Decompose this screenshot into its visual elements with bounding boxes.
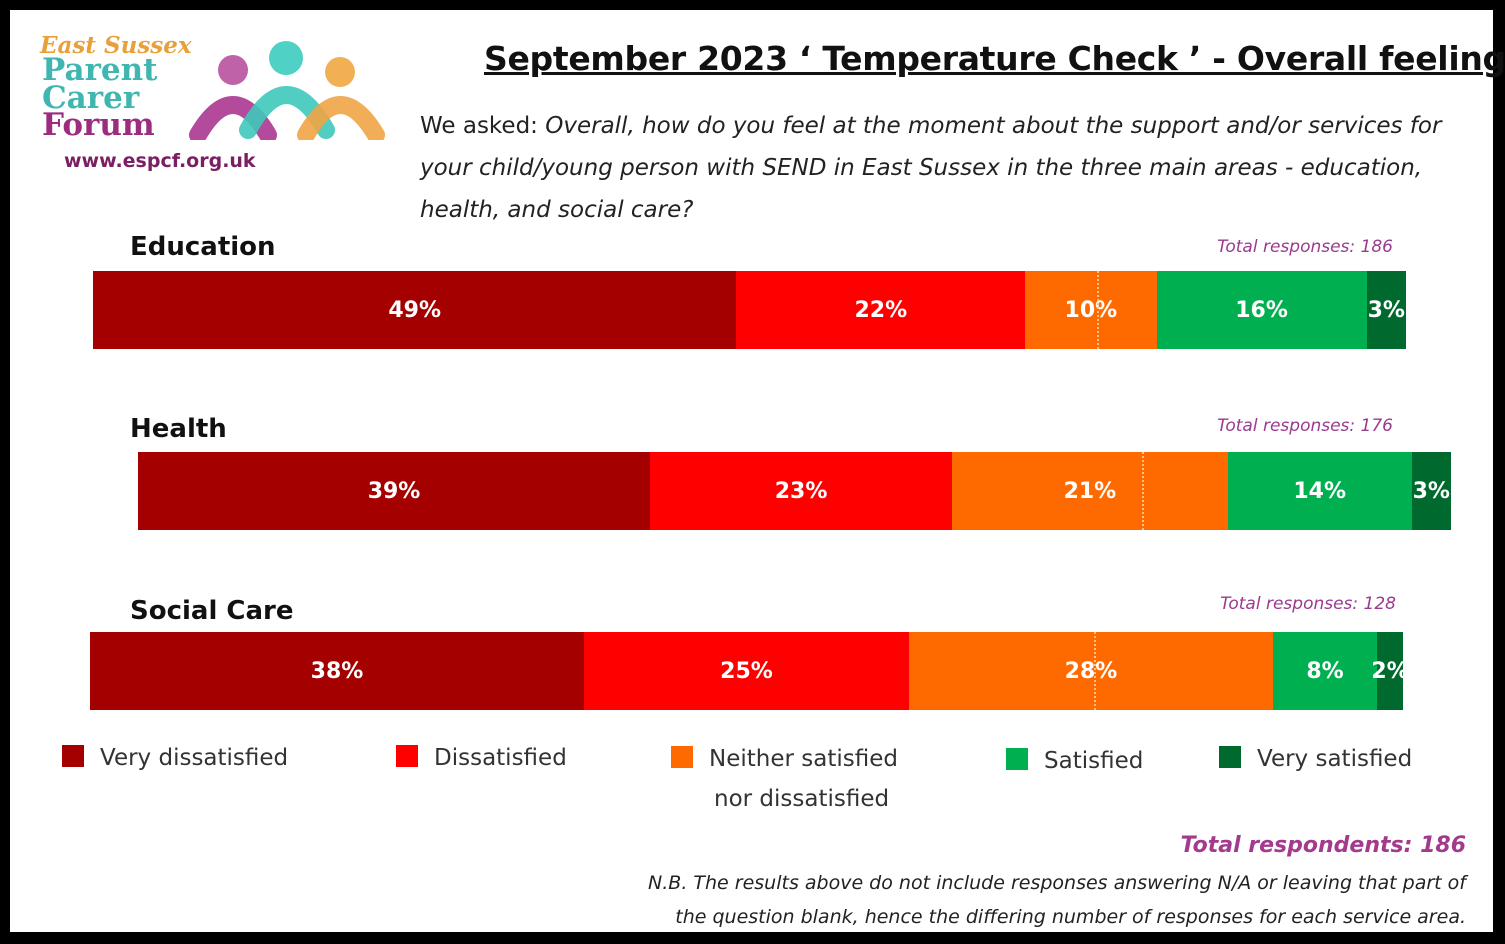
forum-logo: East Sussex Parent Carer Forum www.espcf…	[30, 32, 390, 182]
bar-segment-dissatisfied-health	[650, 452, 953, 530]
bar-education: 49% 22% 10% 16% 3%	[93, 271, 1406, 349]
data-label-very-dissatisfied-education: 49%	[388, 297, 442, 323]
legend-label: Very satisfied	[1257, 739, 1412, 779]
bar-segment-dissatisfied-education	[736, 271, 1026, 349]
data-label-very-dissatisfied-social-care: 38%	[310, 658, 364, 684]
total-responses-health: Total responses: 176	[1217, 416, 1393, 436]
legend-item-dissatisfied: Dissatisfied	[396, 738, 567, 778]
data-label-satisfied-social-care: 8%	[1306, 658, 1344, 684]
bar-segment-very-satisfied-health	[1411, 452, 1451, 530]
bar-segment-dissatisfied-social-care	[584, 632, 909, 710]
data-label-satisfied-health: 14%	[1293, 478, 1347, 504]
slide-frame: East Sussex Parent Carer Forum www.espcf…	[10, 10, 1505, 932]
bar-health: 39% 23% 21% 14% 3%	[138, 452, 1451, 530]
data-label-very-satisfied-education: 3%	[1367, 297, 1405, 323]
legend-swatch	[396, 745, 418, 767]
legend-label: Satisfied	[1044, 741, 1143, 781]
data-label-dissatisfied-education: 22%	[854, 297, 908, 323]
bar-segment-very-satisfied-social-care	[1377, 632, 1403, 710]
data-label-very-dissatisfied-health: 39%	[367, 478, 421, 504]
bar-segment-neither-satisfied-nor-dissatisfied-health	[952, 452, 1228, 530]
total-responses-social-care: Total responses: 128	[1220, 594, 1396, 614]
category-label-health: Health	[130, 414, 227, 444]
bar-segment-satisfied-education	[1156, 271, 1367, 349]
data-label-neither-satisfied-nor-dissatisfied-health: 21%	[1063, 478, 1117, 504]
data-label-dissatisfied-health: 23%	[774, 478, 828, 504]
bar-segment-satisfied-health	[1227, 452, 1412, 530]
legend-item-very-dissatisfied: Very dissatisfied	[62, 738, 288, 778]
footnote: N.B. The results above do not include re…	[648, 872, 1466, 928]
total-responses-education: Total responses: 186	[1217, 237, 1393, 257]
page-title: September 2023 ‘ Temperature Check ’ - O…	[484, 39, 1505, 78]
midpoint-line	[1097, 271, 1100, 349]
legend-label-line: Satisfied	[1044, 748, 1144, 774]
logo-east-sussex: East Sussex	[40, 32, 192, 59]
legend-label: Very dissatisfied	[100, 738, 288, 778]
question-body: Overall, how do you feel at the moment a…	[420, 113, 1442, 223]
bar-segment-very-dissatisfied-social-care	[90, 632, 584, 710]
logo-forum: Forum	[42, 107, 155, 143]
legend-label-line: Very dissatisfied	[100, 745, 289, 771]
bar-segment-neither-satisfied-nor-dissatisfied-education	[1025, 271, 1157, 349]
legend-item-very-satisfied: Very satisfied	[1219, 739, 1412, 779]
data-label-neither-satisfied-nor-dissatisfied-social-care: 28%	[1064, 658, 1118, 684]
bar-social-care: 38% 25% 28% 8% 2%	[90, 632, 1409, 710]
legend-label-line: Very satisfied	[1257, 746, 1413, 772]
bar-segment-satisfied-social-care	[1273, 632, 1377, 710]
bar-segment-very-dissatisfied-health	[138, 452, 651, 530]
legend-label: Neither satisfied nor dissatisfied	[709, 739, 898, 819]
bar-segment-very-dissatisfied-education	[93, 271, 737, 349]
data-label-very-satisfied-social-care: 2%	[1371, 658, 1409, 684]
question-prefix: We asked:	[420, 113, 546, 139]
legend-item-satisfied: Satisfied	[1006, 741, 1143, 781]
legend-swatch	[1006, 748, 1028, 770]
legend-swatch	[62, 745, 84, 767]
legend-label: Dissatisfied	[434, 738, 567, 778]
category-label-social-care: Social Care	[130, 596, 294, 626]
legend-label-line: Neither satisfied	[709, 746, 898, 772]
midpoint-line	[1094, 632, 1097, 710]
legend-swatch	[1219, 746, 1241, 768]
bar-segment-very-satisfied-education	[1366, 271, 1406, 349]
data-label-satisfied-education: 16%	[1235, 297, 1288, 323]
data-label-dissatisfied-social-care: 25%	[720, 658, 773, 684]
legend-item-neither-satisfied-nor-dissatisfied: Neither satisfied nor dissatisfied	[671, 739, 898, 819]
bar-segment-neither-satisfied-nor-dissatisfied-social-care	[909, 632, 1273, 710]
midpoint-line	[1142, 452, 1145, 530]
people-icon	[189, 41, 385, 140]
data-label-neither-satisfied-nor-dissatisfied-education: 10%	[1064, 297, 1118, 323]
legend-swatch	[671, 746, 693, 768]
data-label-very-satisfied-health: 3%	[1412, 478, 1450, 504]
question-text: We asked: Overall, how do you feel at th…	[420, 105, 1480, 231]
category-label-education: Education	[130, 232, 276, 262]
legend-label-line: nor dissatisfied	[714, 786, 890, 812]
logo-carer: Carer	[42, 80, 140, 116]
logo-url: www.espcf.org.uk	[64, 150, 256, 172]
total-respondents: Total respondents: 186	[1180, 833, 1466, 858]
logo-parent: Parent	[42, 52, 158, 88]
legend-label-line: Dissatisfied	[434, 745, 567, 771]
